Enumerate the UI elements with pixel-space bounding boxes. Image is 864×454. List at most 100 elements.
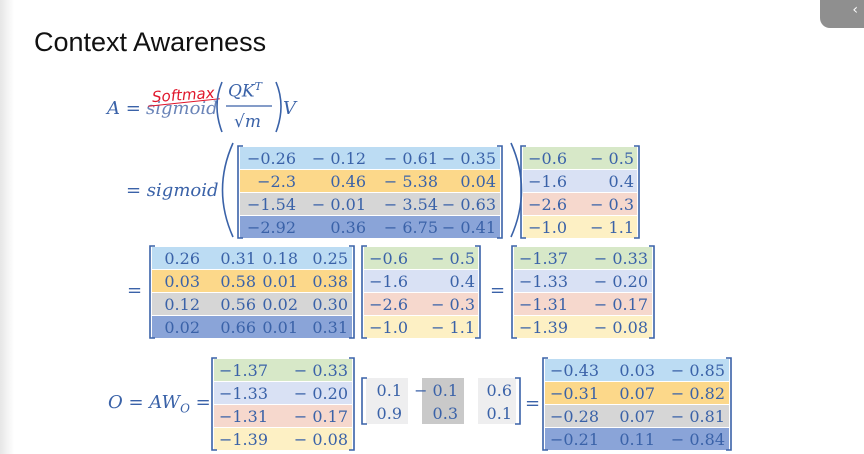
av-cell: −1.33 xyxy=(519,272,568,291)
v-cell: −0.6 xyxy=(369,249,408,268)
qk-row-bg xyxy=(240,170,500,192)
wo-cell: 0.3 xyxy=(433,404,458,423)
a-bracket-right xyxy=(349,245,355,339)
o-row-bg xyxy=(545,359,729,381)
qk-cell: −1.54 xyxy=(247,195,296,214)
v-bracket-right xyxy=(475,245,481,339)
wo-bracket-left xyxy=(361,377,367,425)
av-cell: − 0.08 xyxy=(294,430,348,449)
a-cell: 0.31 xyxy=(220,249,256,268)
av-bracket-right xyxy=(649,245,655,339)
eq1-lhs: A = xyxy=(107,98,141,119)
v-row-bg xyxy=(364,293,478,315)
v-cell: −1.6 xyxy=(528,172,567,191)
qk-row-bg xyxy=(240,193,500,215)
av-cell: −1.39 xyxy=(219,430,268,449)
a-cell: 0.01 xyxy=(262,318,298,337)
qk-cell: 0.46 xyxy=(330,172,366,191)
qk-cell: −2.92 xyxy=(247,218,296,237)
a-row-bg xyxy=(152,270,352,292)
a-cell: 0.58 xyxy=(220,272,256,291)
qk-cell: − 0.63 xyxy=(442,195,496,214)
v-cell: 0.4 xyxy=(609,172,634,191)
qk-bracket-right xyxy=(497,145,503,239)
wo-cell: 0.1 xyxy=(487,404,512,423)
wo-cell: 0.6 xyxy=(487,381,512,400)
v-bracket-right xyxy=(634,145,640,239)
qk-cell: − 6.75 xyxy=(384,218,438,237)
av-row-bg xyxy=(514,270,652,292)
av-cell: − 0.33 xyxy=(294,361,348,380)
eq3-mid: = xyxy=(490,280,506,301)
chevron-icon: ‹ xyxy=(852,2,858,18)
o-cell: 0.07 xyxy=(619,407,655,426)
av-cell: −1.37 xyxy=(219,361,268,380)
av-cell: − 0.17 xyxy=(594,295,648,314)
v-cell: − 0.3 xyxy=(590,195,634,214)
v-cell: − 0.5 xyxy=(590,149,634,168)
eq1-num: QKT xyxy=(228,80,262,102)
o-cell: − 0.82 xyxy=(671,384,725,403)
o-cell: − 0.85 xyxy=(671,361,725,380)
wo-cell: 0.1 xyxy=(377,381,402,400)
a-cell: 0.38 xyxy=(312,272,348,291)
qk-cell: − 0.41 xyxy=(442,218,496,237)
v-row-bg xyxy=(364,316,478,338)
av-row-bg xyxy=(514,316,652,338)
eq1-paren-left xyxy=(216,81,223,133)
av-cell: −1.31 xyxy=(519,295,568,314)
qk-bracket-left xyxy=(237,145,243,239)
eq1-rhs: V xyxy=(283,98,296,119)
eq4-lhs: O = AWO = xyxy=(108,392,211,416)
v-cell: −1.0 xyxy=(528,218,567,237)
a-bracket-left xyxy=(149,245,155,339)
av-bracket-left xyxy=(511,245,517,339)
v-cell: − 0.3 xyxy=(431,295,475,314)
v-cell: −0.6 xyxy=(528,149,567,168)
a-row-bg xyxy=(152,247,352,269)
o-cell: −0.31 xyxy=(550,384,599,403)
o-cell: 0.03 xyxy=(619,361,655,380)
av-row-bg xyxy=(214,405,352,427)
wo-cell: − 0.1 xyxy=(414,381,458,400)
a-cell: 0.56 xyxy=(220,295,256,314)
eq4-eq2: = xyxy=(525,393,541,414)
av-cell: − 0.33 xyxy=(594,249,648,268)
qk-cell: − 0.61 xyxy=(384,149,438,168)
o-cell: 0.11 xyxy=(619,430,655,449)
eq2-lhs: = sigmoid xyxy=(126,180,219,201)
o-cell: 0.07 xyxy=(619,384,655,403)
av-row-bg xyxy=(214,382,352,404)
v-row-bg xyxy=(364,270,478,292)
window-corner-control[interactable]: ‹ xyxy=(820,0,864,28)
qk-cell: − 5.38 xyxy=(384,172,438,191)
a-cell: 0.02 xyxy=(164,318,200,337)
a-row-bg xyxy=(152,316,352,338)
v-cell: 0.4 xyxy=(450,272,475,291)
av-row-bg xyxy=(514,293,652,315)
qk-cell: −2.3 xyxy=(257,172,296,191)
a-cell: 0.25 xyxy=(312,249,348,268)
v-cell: −2.6 xyxy=(528,195,567,214)
eq3-lhs: = xyxy=(127,280,143,301)
a-cell: 0.02 xyxy=(262,295,298,314)
av-row-bg xyxy=(214,359,352,381)
av-row-bg xyxy=(214,428,352,450)
qk-cell: − 0.01 xyxy=(312,195,366,214)
av-cell: −1.31 xyxy=(219,407,268,426)
eq2-paren-left xyxy=(221,142,234,238)
qk-row-bg xyxy=(240,216,500,238)
o-bracket-left xyxy=(542,357,548,451)
wo-bracket-right xyxy=(515,377,521,425)
av-cell: −1.33 xyxy=(219,384,268,403)
v-bracket-left xyxy=(520,145,526,239)
a-cell: 0.31 xyxy=(312,318,348,337)
v-bracket-left xyxy=(361,245,367,339)
v-cell: − 0.5 xyxy=(431,249,475,268)
wo-col-bg xyxy=(478,378,516,424)
eq2-paren-right xyxy=(510,142,523,238)
o-row-bg xyxy=(545,428,729,450)
av-cell: − 0.20 xyxy=(294,384,348,403)
wo-col-bg xyxy=(366,378,408,424)
